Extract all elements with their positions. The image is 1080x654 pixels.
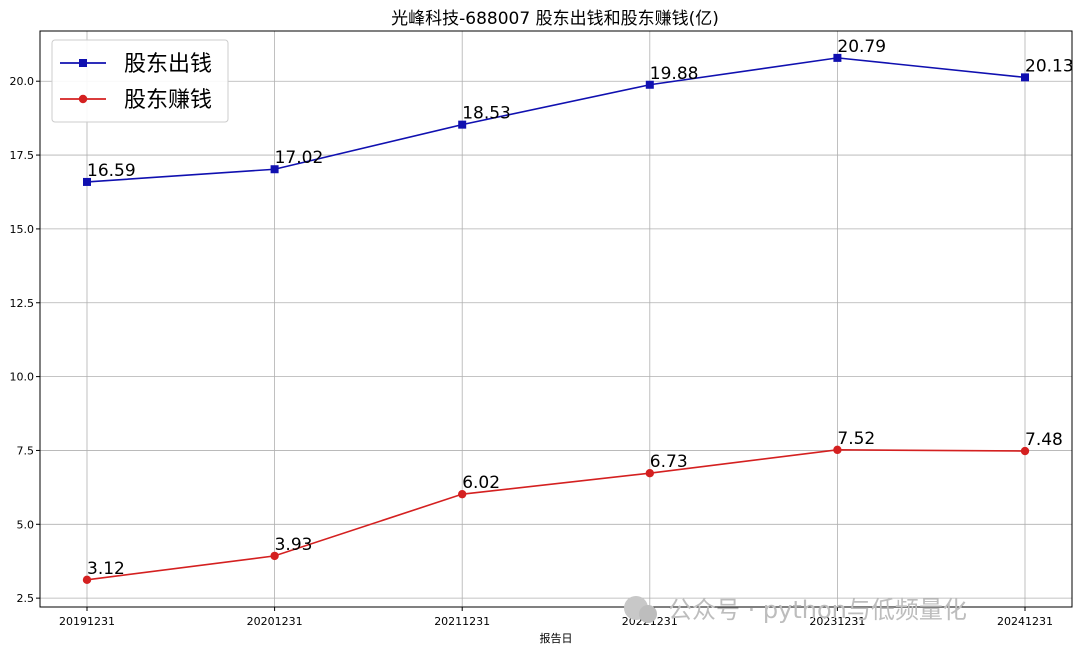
data-point [270, 165, 279, 174]
y-tick-label: 12.5 [10, 297, 35, 310]
series-group: 16.59 17.02 18.53 19.88 20.79 20.13 3.12 3.93 6.… [82, 37, 1074, 585]
data-point [833, 53, 842, 62]
data-point [458, 120, 467, 129]
data-point [82, 575, 92, 585]
data-point [833, 445, 842, 455]
x-axis-label: 报告日 [540, 631, 573, 645]
legend-entry: 股东赚钱 [60, 88, 212, 113]
x-tick-label: 20211231 [434, 615, 490, 628]
legend-box [51, 39, 229, 123]
x-tick-label: 20231231 [809, 615, 865, 628]
y-tick-label: 20.0 [10, 75, 35, 88]
series-0: 16.59 17.02 18.53 19.88 20.79 20.13 [83, 37, 1074, 186]
watermark-text: 公众号 · python与低频量化 [668, 596, 967, 624]
data-label: 19.88 [650, 64, 699, 84]
data-label: 7.48 [1025, 430, 1063, 450]
y-tick-label: 17.5 [10, 149, 35, 162]
data-label: 6.02 [462, 473, 500, 493]
data-label: 20.13 [1025, 56, 1074, 76]
data-point [83, 177, 91, 186]
data-point [458, 489, 467, 499]
series-line [86, 449, 1026, 581]
data-label: 3.12 [87, 559, 125, 579]
legend-entry: 股东出钱 [60, 52, 212, 77]
y-tick-label: 2.5 [17, 592, 35, 605]
data-point [1021, 73, 1029, 82]
data-label: 20.79 [837, 37, 886, 57]
legend-marker [79, 59, 87, 67]
y-axis: 2.5 5.0 7.5 10.0 12.5 15.0 17.5 20.0 [10, 75, 40, 605]
x-tick-label: 20191231 [59, 615, 115, 628]
data-label: 6.73 [650, 452, 688, 472]
data-point [645, 80, 654, 89]
legend-label: 股东出钱 [124, 52, 212, 77]
x-tick-label: 20201231 [247, 615, 303, 628]
data-label: 17.02 [275, 148, 324, 168]
data-point [1020, 446, 1030, 456]
y-tick-label: 10.0 [10, 371, 35, 384]
series-1: 3.12 3.93 6.02 6.73 7.52 7.48 [82, 429, 1063, 585]
series-line [86, 57, 1026, 183]
plot-frame [39, 30, 1073, 608]
data-label: 18.53 [462, 104, 511, 124]
data-label: 16.59 [87, 161, 136, 181]
legend-marker [78, 94, 88, 104]
legend-label: 股东赚钱 [124, 88, 212, 113]
chart-title: 光峰科技-688007 股东出钱和股东赚钱(亿) [391, 9, 719, 29]
x-tick-label: 20241231 [997, 615, 1053, 628]
data-point [645, 468, 654, 478]
data-label: 7.52 [837, 429, 875, 449]
wechat-icon [624, 596, 657, 623]
data-point [270, 551, 279, 561]
y-tick-label: 15.0 [10, 223, 35, 236]
y-tick-label: 5.0 [17, 518, 35, 531]
data-label: 3.93 [275, 535, 313, 555]
watermark: 公众号 · python与低频量化 [624, 596, 967, 624]
y-tick-label: 7.5 [17, 444, 35, 457]
